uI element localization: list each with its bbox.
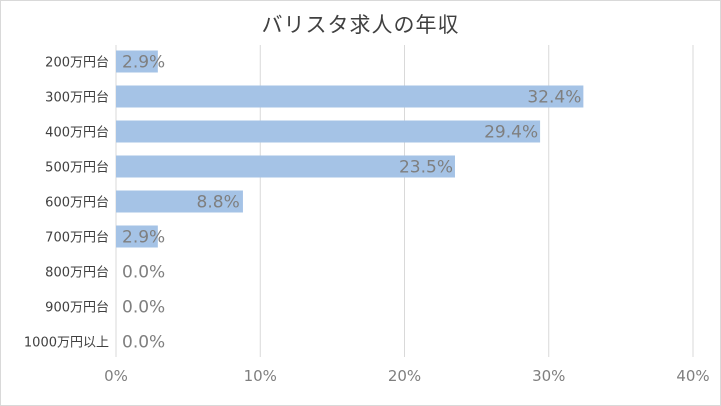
bar — [116, 225, 158, 248]
category-label: 1000万円以上 — [24, 336, 109, 351]
x-tick-label: 0% — [104, 367, 128, 385]
category-label: 800万円台 — [45, 266, 109, 281]
bar — [116, 50, 158, 73]
chart-title: バリスタ求人の年収 — [261, 13, 460, 37]
bar — [116, 190, 243, 213]
bar — [116, 85, 584, 108]
data-label: 8.8% — [197, 193, 240, 213]
data-label: 0.0% — [122, 263, 165, 283]
data-label: 23.5% — [399, 158, 453, 178]
category-label: 600万円台 — [45, 196, 109, 211]
data-label: 0.0% — [122, 298, 165, 318]
x-tick-label: 40% — [676, 367, 709, 385]
data-label: 0.0% — [122, 333, 165, 353]
data-label: 2.9% — [122, 53, 165, 73]
data-label: 32.4% — [527, 88, 581, 108]
bars — [116, 50, 584, 248]
category-label: 700万円台 — [45, 231, 109, 246]
category-label: 900万円台 — [45, 301, 109, 316]
category-label: 400万円台 — [45, 126, 109, 141]
x-tick-label: 10% — [244, 367, 277, 385]
bar — [116, 120, 541, 143]
bar — [116, 155, 455, 178]
category-label: 500万円台 — [45, 161, 109, 176]
category-label: 200万円台 — [45, 56, 109, 71]
data-label: 29.4% — [484, 123, 538, 143]
x-tick-label: 20% — [388, 367, 421, 385]
x-tick-label: 30% — [532, 367, 565, 385]
data-label: 2.9% — [122, 228, 165, 248]
category-label: 300万円台 — [45, 91, 109, 106]
labels: 0% 10% 20% 30% 40% 200万円台 2.9% 300万円台 32.4% 400万円… — [24, 53, 710, 386]
